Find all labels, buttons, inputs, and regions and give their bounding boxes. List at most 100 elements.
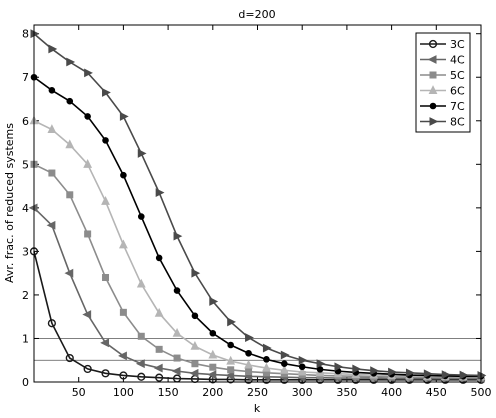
series-line-8C xyxy=(33,33,482,377)
data-point-8C xyxy=(66,57,76,67)
data-point-8C xyxy=(173,231,183,241)
legend-label: 7C xyxy=(450,100,465,113)
data-point-4C xyxy=(100,338,110,348)
data-point-5C xyxy=(84,230,92,238)
data-point-6C xyxy=(262,362,271,372)
data-point-8C xyxy=(459,370,469,380)
data-point-6C xyxy=(244,359,253,369)
data-point-4C xyxy=(28,203,38,213)
data-point-8C xyxy=(191,268,201,278)
y-tick-label: 4 xyxy=(22,202,29,215)
data-point-6C xyxy=(65,139,75,149)
x-ticks: 50 100 150 200 250 300 350 400 450 500 xyxy=(72,25,492,399)
data-point-8C xyxy=(423,369,433,379)
data-point-5C xyxy=(209,363,217,371)
data-point-8C xyxy=(137,149,147,158)
data-point-4C xyxy=(118,351,127,361)
data-point-5C xyxy=(119,308,127,316)
legend-label: 5C xyxy=(450,69,465,82)
data-point-6C xyxy=(190,340,200,350)
data-point-4C xyxy=(64,268,74,278)
y-tick-label: 2 xyxy=(22,289,29,302)
legend-marker xyxy=(428,39,438,49)
data-point-6C xyxy=(136,278,146,288)
data-point-8C xyxy=(405,368,415,378)
data-point-3C xyxy=(119,371,128,380)
data-point-8C xyxy=(298,355,308,365)
x-tick-label: 300 xyxy=(292,386,313,399)
data-point-8C xyxy=(119,112,129,121)
data-point-6C xyxy=(118,239,128,249)
legend-entry: 4C xyxy=(420,54,465,67)
series-6C xyxy=(29,115,486,381)
data-point-4C xyxy=(135,359,145,369)
data-point-7C xyxy=(209,329,217,337)
data-point-7C xyxy=(66,97,74,105)
data-point-8C xyxy=(227,317,236,327)
legend-label: 6C xyxy=(450,85,465,98)
x-tick-label: 100 xyxy=(113,386,134,399)
data-point-5C xyxy=(66,191,74,199)
data-point-8C xyxy=(84,68,93,78)
y-tick-label: 0 xyxy=(22,376,29,389)
data-point-6C xyxy=(47,124,57,133)
data-point-7C xyxy=(120,171,127,179)
legend-marker xyxy=(429,102,437,110)
series-line-7C xyxy=(33,76,481,378)
data-point-8C xyxy=(209,297,219,306)
data-point-8C xyxy=(155,188,165,198)
data-point-7C xyxy=(102,137,109,144)
data-point-5C xyxy=(48,169,56,177)
data-point-6C xyxy=(279,364,289,374)
series-line-5C xyxy=(33,163,481,379)
data-point-6C xyxy=(101,196,110,205)
data-point-8C xyxy=(441,370,451,380)
data-point-4C xyxy=(153,363,163,373)
data-point-4C xyxy=(189,368,199,378)
x-axis-label: k xyxy=(254,402,261,415)
legend: 3C 4C 5C 6C 7C 8C xyxy=(415,32,471,133)
x-tick-label: 500 xyxy=(471,386,492,399)
y-tick-label: 7 xyxy=(22,71,29,84)
data-point-5C xyxy=(173,354,181,362)
x-tick-label: 50 xyxy=(72,386,86,399)
data-point-7C xyxy=(316,366,324,373)
y-tick-label: 6 xyxy=(22,115,29,128)
data-point-4C xyxy=(207,370,217,380)
data-point-5C xyxy=(191,360,199,368)
data-point-3C xyxy=(137,372,146,381)
y-ticks: 0 1 2 3 4 5 6 7 8 xyxy=(22,28,481,389)
data-point-5C xyxy=(245,368,253,376)
data-point-7C xyxy=(263,356,270,363)
data-point-3C xyxy=(101,369,110,378)
data-point-7C xyxy=(245,349,252,357)
y-tick-label: 3 xyxy=(22,245,29,258)
data-point-8C xyxy=(370,366,380,376)
series-5C xyxy=(30,160,485,382)
legend-entry: 5C xyxy=(420,69,465,82)
series-8C xyxy=(30,29,487,380)
data-point-8C xyxy=(30,29,40,39)
data-point-6C xyxy=(226,355,236,365)
y-axis-label: Avr. frac. of reduced systems xyxy=(3,123,16,283)
data-point-7C xyxy=(298,363,306,371)
legend-entry: 8C xyxy=(420,116,465,129)
legend-label: 4C xyxy=(450,54,465,67)
legend-frame xyxy=(415,32,471,133)
legend-entry: 6C xyxy=(420,85,465,98)
y-tick-label: 1 xyxy=(22,332,29,345)
data-point-4C xyxy=(82,310,92,319)
series-group xyxy=(28,29,487,384)
reference-lines xyxy=(34,338,481,361)
legend-label: 3C xyxy=(450,38,465,51)
data-point-5C xyxy=(155,345,163,353)
plot-area-frame xyxy=(33,24,482,383)
data-point-4C xyxy=(225,371,235,380)
data-point-7C xyxy=(227,341,234,349)
x-tick-label: 250 xyxy=(247,386,268,399)
legend-marker xyxy=(429,117,439,126)
series-line-4C xyxy=(33,207,481,380)
y-tick-label: 5 xyxy=(22,158,29,171)
data-point-8C xyxy=(388,367,397,377)
data-point-7C xyxy=(84,113,91,120)
